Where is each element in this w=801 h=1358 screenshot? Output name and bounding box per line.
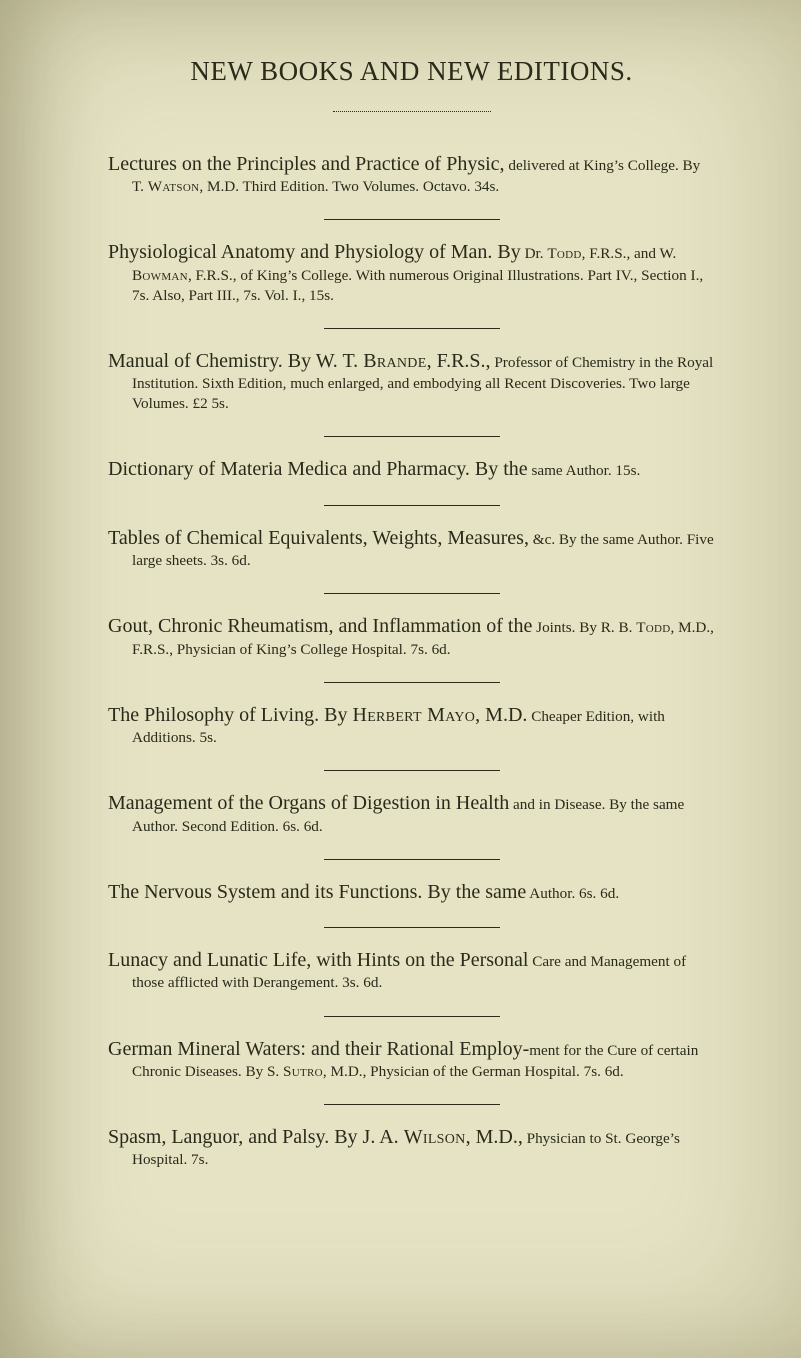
book-entry: Spasm, Languor, and Palsy. By J. A. Wils…: [108, 1124, 715, 1170]
entry-author: Bowman: [132, 267, 188, 284]
entry-author: Sutro: [283, 1063, 323, 1080]
entry-author: Todd: [547, 245, 581, 262]
entry-text: Author. 6s. 6d.: [526, 885, 619, 902]
entry-lead: Gout, Chronic Rheumatism, and Inflammati…: [108, 615, 532, 637]
entry-author: Todd: [636, 619, 670, 636]
entry-lead: , M.D.,: [466, 1126, 523, 1148]
entry-text: Joints. By R. B.: [532, 619, 636, 636]
entry-lead: Spasm, Languor, and Palsy. By J. A.: [108, 1126, 404, 1148]
entry-separator: [108, 316, 715, 334]
entry-lead: Manual of Chemistry. By W. T.: [108, 350, 363, 372]
entry-lead: The Nervous System and its Functions. By…: [108, 881, 526, 903]
entry-lead: Lunacy and Lunatic Life, with Hints on t…: [108, 949, 528, 971]
entry-separator: [108, 670, 715, 688]
entry-lead: Lectures on the Principles and Practice …: [108, 153, 505, 175]
entry-separator: [108, 915, 715, 933]
entry-lead: Physiological Anatomy and Physiology of …: [108, 241, 521, 263]
entry-separator: [108, 1092, 715, 1110]
page-title: NEW BOOKS AND NEW EDITIONS.: [108, 56, 715, 87]
entry-separator: [108, 847, 715, 865]
entry-text: same Author. 15s.: [528, 462, 641, 479]
entry-author: Wilson: [404, 1126, 466, 1148]
title-rule: [108, 99, 715, 117]
entry-separator: [108, 207, 715, 225]
book-entry: German Mineral Waters: and their Rationa…: [108, 1036, 715, 1082]
book-entry: Tables of Chemical Equivalents, Weights,…: [108, 525, 715, 571]
entry-separator: [108, 758, 715, 776]
book-entry: The Philosophy of Living. By Herbert May…: [108, 702, 715, 748]
book-entry: Lectures on the Principles and Practice …: [108, 151, 715, 197]
entry-lead: German Mineral Waters: and their Rationa…: [108, 1038, 529, 1060]
entry-lead: , M.D.: [475, 704, 527, 726]
entry-separator: [108, 493, 715, 511]
book-entry: Gout, Chronic Rheumatism, and Inflammati…: [108, 613, 715, 659]
entry-text: , M.D. Third Edition. Two Volumes. Octav…: [199, 178, 499, 195]
entry-lead: Tables of Chemical Equivalents, Weights,…: [108, 527, 529, 549]
book-entry: Lunacy and Lunatic Life, with Hints on t…: [108, 947, 715, 993]
book-entry: Management of the Organs of Digestion in…: [108, 790, 715, 836]
entry-separator: [108, 424, 715, 442]
entry-lead: The Philosophy of Living. By: [108, 704, 352, 726]
entry-separator: [108, 1004, 715, 1022]
entry-lead: Management of the Organs of Digestion in…: [108, 792, 509, 814]
book-entry: Manual of Chemistry. By W. T. Brande, F.…: [108, 348, 715, 415]
book-entry: Dictionary of Materia Medica and Pharmac…: [108, 456, 715, 482]
entry-text: , M.D., Physician of the German Hospital…: [323, 1063, 624, 1080]
entry-text: , F.R.S., of King’s College. With numero…: [132, 267, 703, 304]
entry-text: Dr.: [521, 245, 548, 262]
entry-lead: Dictionary of Materia Medica and Pharmac…: [108, 458, 528, 480]
entry-author: Herbert Mayo: [352, 704, 475, 726]
entry-author: Brande: [363, 350, 426, 372]
entry-separator: [108, 581, 715, 599]
entry-lead: , F.R.S.,: [427, 350, 491, 372]
entry-text: , F.R.S., and W.: [582, 245, 677, 262]
book-entry: Physiological Anatomy and Physiology of …: [108, 239, 715, 306]
book-entry: The Nervous System and its Functions. By…: [108, 879, 715, 905]
entry-author: Watson: [148, 178, 200, 195]
